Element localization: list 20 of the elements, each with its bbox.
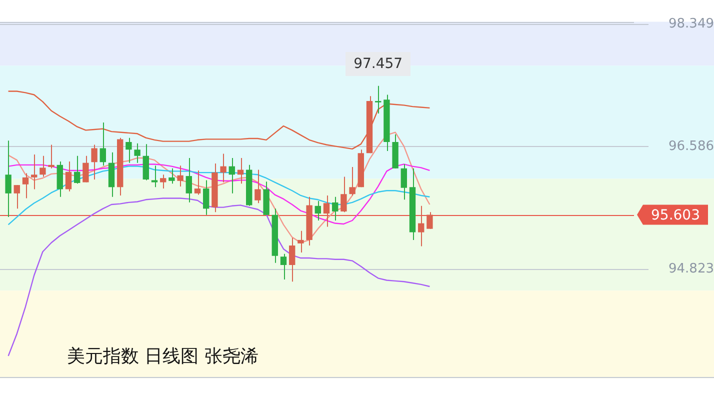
y-tick-label: 98.349	[668, 16, 714, 32]
candlestick	[91, 144, 98, 180]
candlestick	[426, 212, 433, 230]
candlestick	[349, 166, 356, 196]
callout-box: 97.457	[346, 52, 411, 76]
candlestick	[298, 230, 304, 253]
candlestick	[212, 163, 218, 213]
y-tick-label: 96.586	[668, 138, 714, 154]
text: 美元指数 日线图 张尧浠	[67, 345, 258, 368]
candlestick	[40, 155, 46, 178]
candlestick	[254, 169, 261, 204]
candlestick	[263, 181, 270, 216]
candlestick	[151, 165, 158, 188]
candlestick	[168, 168, 175, 184]
candlestick	[306, 196, 312, 246]
ref-line-label: 95.603	[651, 207, 700, 224]
candlestick	[134, 142, 140, 164]
candlestick	[340, 176, 347, 213]
candlestick	[5, 140, 12, 218]
y-tick-label: 94.823	[668, 261, 714, 276]
